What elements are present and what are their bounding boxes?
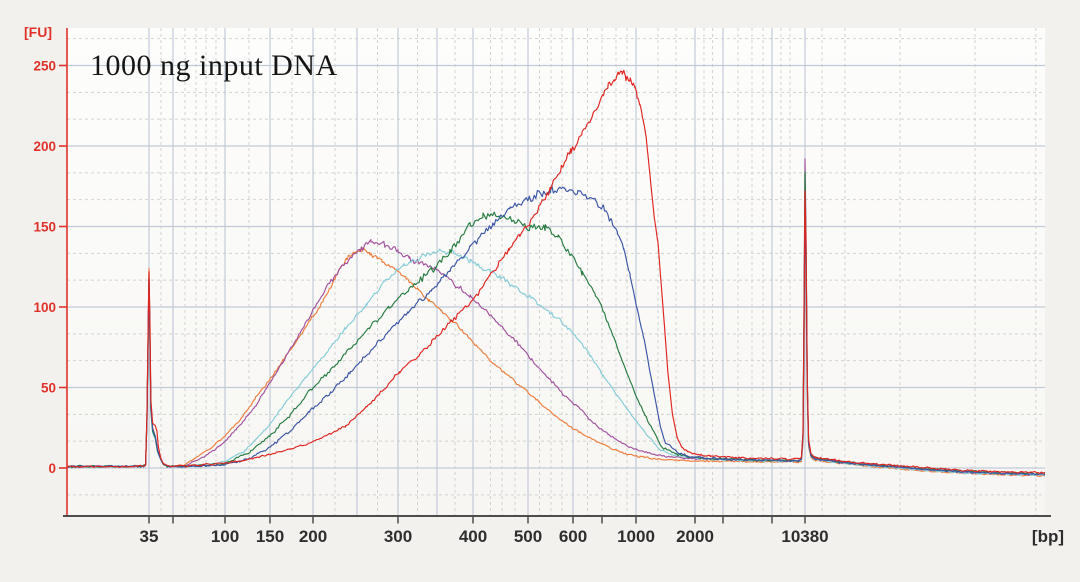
minor-gridlines: [67, 28, 1045, 516]
y-tick-label: 0: [48, 461, 56, 476]
x-tick-label: 150: [256, 527, 284, 546]
y-tick-label: 150: [33, 220, 56, 235]
y-tick-label: 250: [33, 59, 56, 74]
series-red-trace: [67, 69, 1045, 475]
x-axis-unit-label: [bp]: [1032, 527, 1064, 546]
x-tick-label: 100: [211, 527, 239, 546]
y-tick-label: 50: [41, 381, 56, 396]
y-axis: 0 50 100 150 200 250: [33, 28, 68, 516]
x-tick-label: 10380: [781, 527, 828, 546]
x-tick-label: 300: [384, 527, 412, 546]
x-axis: 35 100 150 200 300 400 500 600 1000 2000 10380: [63, 515, 1051, 546]
series-green-trace: [67, 171, 1045, 475]
series-blue-trace: [67, 185, 1045, 476]
y-tick-label: 200: [33, 139, 56, 154]
x-tick-label: 600: [559, 527, 587, 546]
plot-area: [67, 28, 1045, 516]
chart-title: 1000 ng input DNA: [90, 49, 338, 82]
y-tick-label: 100: [33, 300, 56, 315]
x-tick-label: 200: [299, 527, 327, 546]
y-axis-unit-label: [FU]: [24, 24, 52, 40]
major-gridlines: [67, 28, 1045, 516]
sample-traces: [67, 69, 1045, 477]
x-tick-label: 500: [514, 527, 542, 546]
x-tick-label: 1000: [617, 527, 655, 546]
x-tick-label: 2000: [676, 527, 714, 546]
x-tick-label: 400: [459, 527, 487, 546]
x-tick-label: 35: [140, 527, 159, 546]
